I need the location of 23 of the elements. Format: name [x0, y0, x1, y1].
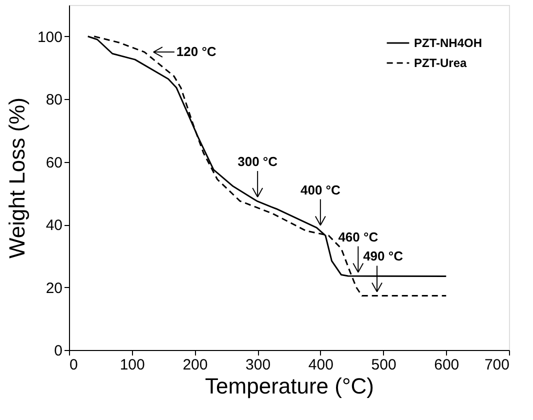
x-tick-label: 200	[182, 356, 208, 374]
annotation: 120 °C	[176, 44, 217, 60]
x-tick-label: 400	[308, 356, 334, 374]
x-tick-label: 600	[434, 356, 460, 374]
x-tick-label: 500	[371, 356, 396, 374]
x-tick-label: 700	[484, 356, 510, 374]
x-tick-label: 300	[246, 356, 271, 374]
y-tick-label: 80	[46, 92, 62, 109]
y-tick-label: 20	[46, 280, 62, 297]
x-axis-title: Temperature (°C)	[205, 374, 374, 398]
legend-label: PZT-NH4OH	[414, 36, 482, 50]
y-axis-title: Weight Loss (%)	[4, 98, 30, 258]
x-tick-label: 0	[70, 356, 78, 374]
y-tick-label: 0	[54, 342, 62, 360]
y-tick-label: 100	[37, 28, 62, 46]
annotation: 300 °C	[238, 154, 278, 170]
y-tick-label: 60	[46, 154, 62, 172]
legend-label: PZT-Urea	[414, 56, 468, 70]
annotation: 400 °C	[300, 182, 341, 198]
y-tick-label: 40	[46, 217, 62, 234]
x-tick-label: 100	[120, 356, 145, 374]
annotation: 460 °C	[338, 229, 379, 244]
annotation: 490 °C	[363, 248, 404, 264]
